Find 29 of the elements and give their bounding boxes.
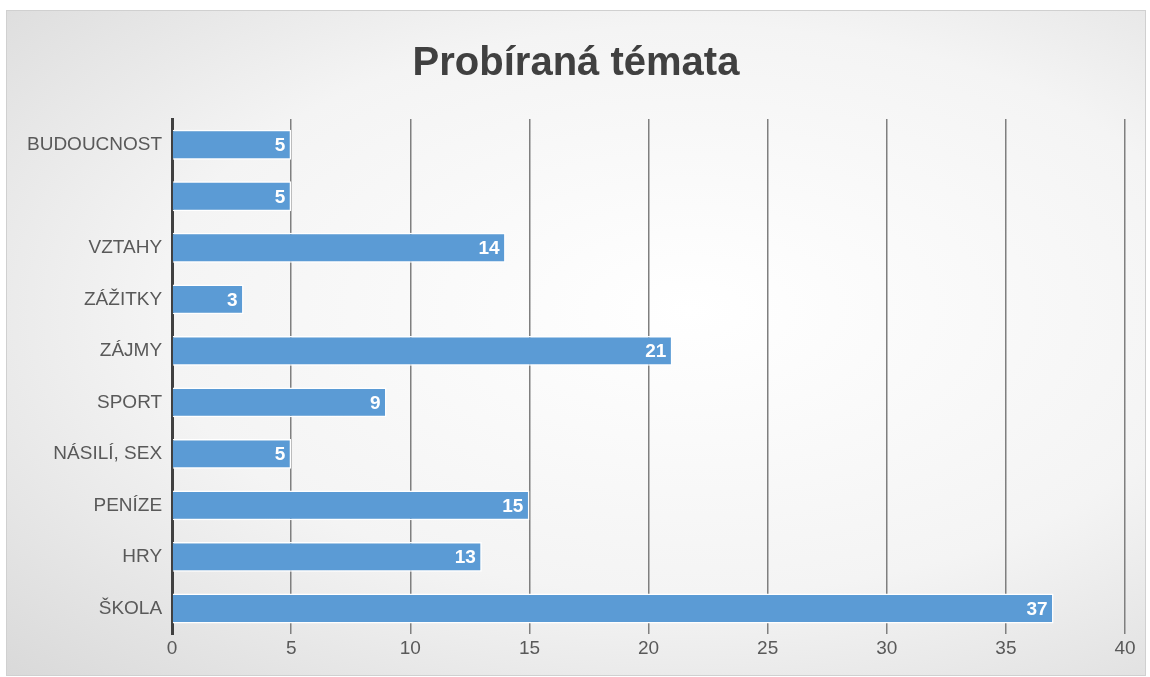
- data-label: 3: [227, 288, 238, 310]
- x-tick-label: 20: [637, 636, 660, 658]
- x-tick-label: 10: [399, 636, 421, 658]
- y-tick-label: ŠKOLA: [98, 596, 163, 618]
- data-label: 5: [274, 185, 286, 207]
- data-label: 21: [645, 340, 667, 362]
- data-label: 14: [478, 237, 501, 259]
- y-tick-label: PENÍZE: [93, 493, 163, 515]
- y-tick-label: ZÁJMY: [99, 339, 163, 361]
- x-tick-label: 30: [876, 636, 898, 658]
- x-tick-label: 15: [518, 636, 541, 658]
- y-tick-label: VZTAHY: [88, 236, 163, 258]
- y-tick-label: ZÁŽITKY: [83, 287, 163, 309]
- y-tick-label: HRY: [122, 545, 163, 567]
- y-tick-label: SPORT: [97, 390, 163, 412]
- data-label: 13: [454, 546, 476, 568]
- x-tick-label: 5: [285, 636, 297, 658]
- data-label: 15: [502, 494, 524, 516]
- data-label: 5: [274, 443, 286, 465]
- x-tick-label: 25: [757, 636, 779, 658]
- data-label: 5: [274, 133, 286, 155]
- y-tick-label: BUDOUCNOST: [26, 132, 163, 154]
- chart-title: Probíraná témata: [411, 39, 741, 84]
- x-tick-label: 0: [166, 636, 178, 658]
- y-tick-label: NÁSILÍ, SEX: [53, 442, 163, 464]
- x-tick-label: 35: [995, 636, 1017, 658]
- x-tick-label: 40: [1114, 636, 1136, 658]
- data-label: 37: [1026, 597, 1048, 619]
- data-label: 9: [369, 391, 381, 413]
